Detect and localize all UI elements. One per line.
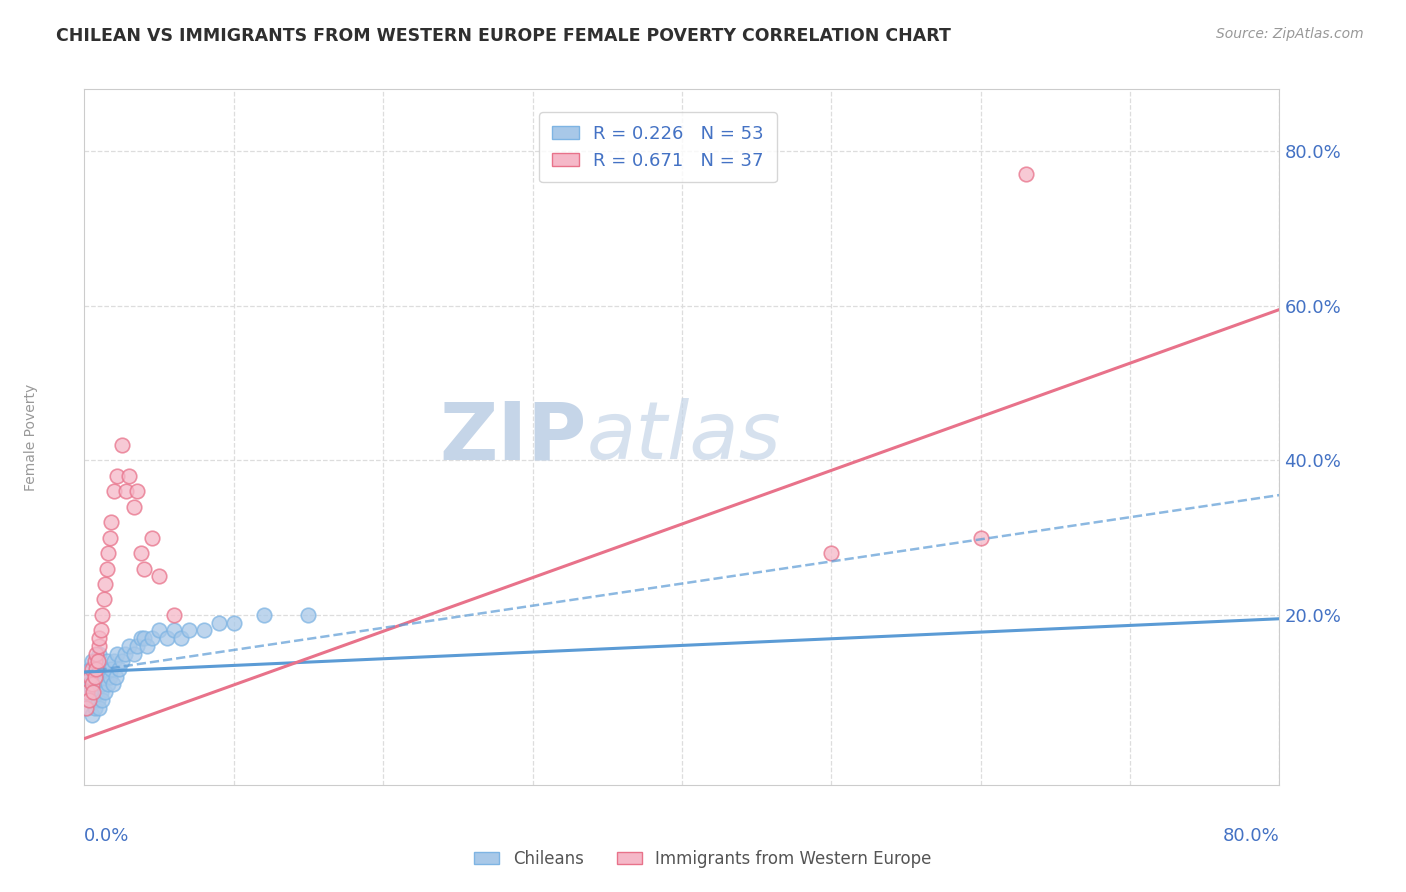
Point: [93, 592, 115, 607]
Point: [86, 662, 108, 676]
Point: [96, 654, 118, 668]
Point: [90, 685, 112, 699]
Point: [82, 677, 104, 691]
Point: [94, 577, 117, 591]
Point: [86, 685, 108, 699]
Point: [97, 546, 120, 560]
Text: 0.0%: 0.0%: [84, 827, 129, 845]
Point: [80, 662, 103, 676]
Point: [97, 677, 120, 691]
Point: [77, 693, 100, 707]
Point: [91, 693, 114, 707]
Point: [118, 639, 141, 653]
Point: [89, 700, 111, 714]
Point: [253, 607, 276, 622]
Point: [76, 670, 98, 684]
Point: [94, 685, 117, 699]
Point: [122, 500, 145, 514]
Point: [87, 654, 110, 668]
Point: [87, 693, 110, 707]
Text: Source: ZipAtlas.com: Source: ZipAtlas.com: [1216, 27, 1364, 41]
Point: [129, 546, 152, 560]
Point: [103, 484, 125, 499]
Point: [105, 647, 128, 661]
Point: [297, 607, 319, 622]
Point: [77, 693, 100, 707]
Point: [129, 631, 152, 645]
Point: [100, 515, 122, 529]
Point: [75, 700, 97, 714]
Point: [170, 631, 193, 645]
Point: [125, 484, 148, 499]
Point: [80, 708, 103, 723]
Point: [98, 670, 121, 684]
Point: [114, 647, 136, 661]
Point: [82, 685, 104, 699]
Point: [148, 624, 170, 638]
Point: [89, 647, 111, 661]
Point: [83, 670, 105, 684]
Point: [107, 662, 129, 676]
Text: ZIP: ZIP: [439, 398, 586, 476]
Point: [141, 631, 163, 645]
Text: atlas: atlas: [586, 398, 782, 476]
Point: [111, 438, 134, 452]
Point: [89, 639, 111, 653]
Point: [970, 531, 993, 545]
Point: [208, 615, 231, 630]
Point: [132, 631, 156, 645]
Point: [155, 631, 177, 645]
Point: [93, 662, 115, 676]
Point: [91, 677, 114, 691]
Point: [79, 670, 101, 684]
Point: [89, 631, 111, 645]
Point: [101, 677, 124, 691]
Point: [115, 484, 138, 499]
Point: [163, 624, 186, 638]
Point: [111, 654, 134, 668]
Point: [122, 647, 145, 661]
Point: [105, 468, 128, 483]
Point: [76, 700, 98, 714]
Point: [163, 607, 186, 622]
Point: [118, 468, 141, 483]
Point: [820, 546, 842, 560]
Text: Female Poverty: Female Poverty: [24, 384, 38, 491]
Point: [90, 670, 112, 684]
Point: [1014, 167, 1036, 181]
Point: [125, 639, 148, 653]
Point: [83, 654, 105, 668]
Text: 80.0%: 80.0%: [1223, 827, 1279, 845]
Point: [141, 531, 163, 545]
Point: [177, 624, 200, 638]
Point: [87, 654, 110, 668]
Point: [222, 615, 245, 630]
Point: [86, 647, 108, 661]
Point: [96, 561, 118, 575]
Point: [79, 662, 101, 676]
Point: [83, 670, 105, 684]
Point: [79, 685, 101, 699]
Point: [193, 624, 215, 638]
Point: [91, 607, 114, 622]
Point: [76, 685, 98, 699]
Point: [80, 677, 103, 691]
Point: [80, 654, 103, 668]
Point: [132, 561, 156, 575]
Point: [104, 670, 127, 684]
Point: [75, 685, 97, 699]
Legend: R = 0.226   N = 53, R = 0.671   N = 37: R = 0.226 N = 53, R = 0.671 N = 37: [540, 112, 776, 183]
Point: [82, 693, 104, 707]
Point: [77, 677, 100, 691]
Point: [98, 531, 121, 545]
Point: [103, 654, 125, 668]
Point: [86, 662, 108, 676]
Legend: Chileans, Immigrants from Western Europe: Chileans, Immigrants from Western Europe: [468, 844, 938, 875]
Text: CHILEAN VS IMMIGRANTS FROM WESTERN EUROPE FEMALE POVERTY CORRELATION CHART: CHILEAN VS IMMIGRANTS FROM WESTERN EUROP…: [56, 27, 950, 45]
Point: [136, 639, 159, 653]
Point: [148, 569, 170, 583]
Point: [83, 700, 105, 714]
Point: [90, 624, 112, 638]
Point: [100, 662, 122, 676]
